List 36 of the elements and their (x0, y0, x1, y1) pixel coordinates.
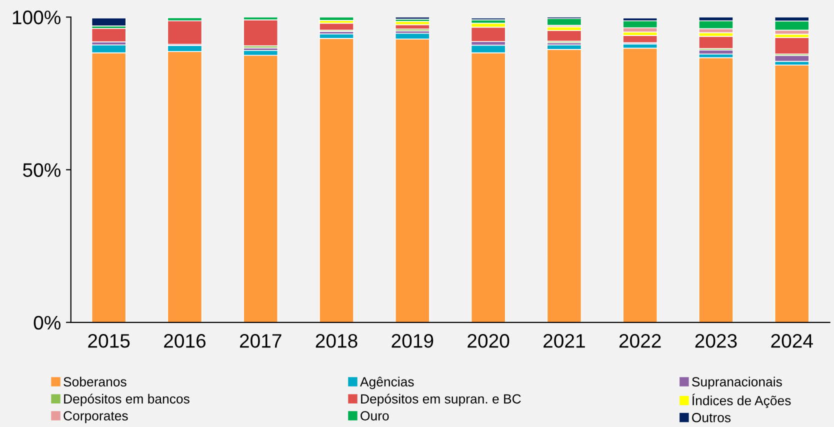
legend-label: Ouro (360, 411, 389, 420)
legend-label: Índices de Ações (692, 394, 791, 408)
legend-label: Depósitos em supran. e BC (361, 394, 521, 406)
x-tick-label: 2015 (88, 334, 130, 348)
x-tick-label: 2023 (695, 334, 737, 348)
legend-label: Agências (360, 376, 414, 390)
x-tick-label: 2024 (771, 334, 813, 348)
legend-label: Soberanos (64, 376, 126, 387)
bar (470, 26, 506, 42)
bar (91, 18, 126, 26)
bar (698, 57, 734, 322)
bar (319, 17, 354, 21)
bar (319, 38, 354, 322)
x-tick-label: 2016 (164, 334, 206, 348)
bar (243, 19, 278, 46)
legend-label: Corporates (64, 411, 128, 424)
x-tick-label: 2022 (619, 334, 661, 348)
bar (91, 28, 126, 42)
bar (546, 49, 582, 322)
bar (243, 54, 278, 322)
x-tick-label: 2019 (392, 334, 434, 348)
x-tick-label: 2018 (316, 334, 358, 348)
legend-label: Depósitos em bancos (64, 394, 190, 406)
bar (774, 64, 810, 322)
y-tick-label: 100% (12, 10, 60, 24)
bar (698, 20, 734, 30)
y-tick-label: 0% (34, 316, 60, 330)
x-tick-label: 2020 (468, 334, 510, 348)
x-tick-label: 2017 (240, 334, 282, 348)
legend-label: Outros (692, 412, 731, 422)
bar (774, 20, 810, 31)
bar (546, 30, 582, 42)
bar (622, 48, 658, 322)
x-tick-label: 2021 (544, 334, 585, 348)
y-tick-label: 50% (23, 163, 60, 177)
legend-label: Supranacionais (692, 376, 782, 390)
